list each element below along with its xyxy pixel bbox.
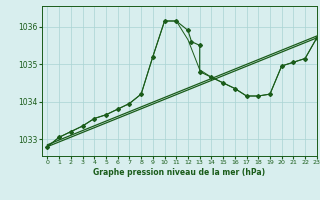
- X-axis label: Graphe pression niveau de la mer (hPa): Graphe pression niveau de la mer (hPa): [93, 168, 265, 177]
